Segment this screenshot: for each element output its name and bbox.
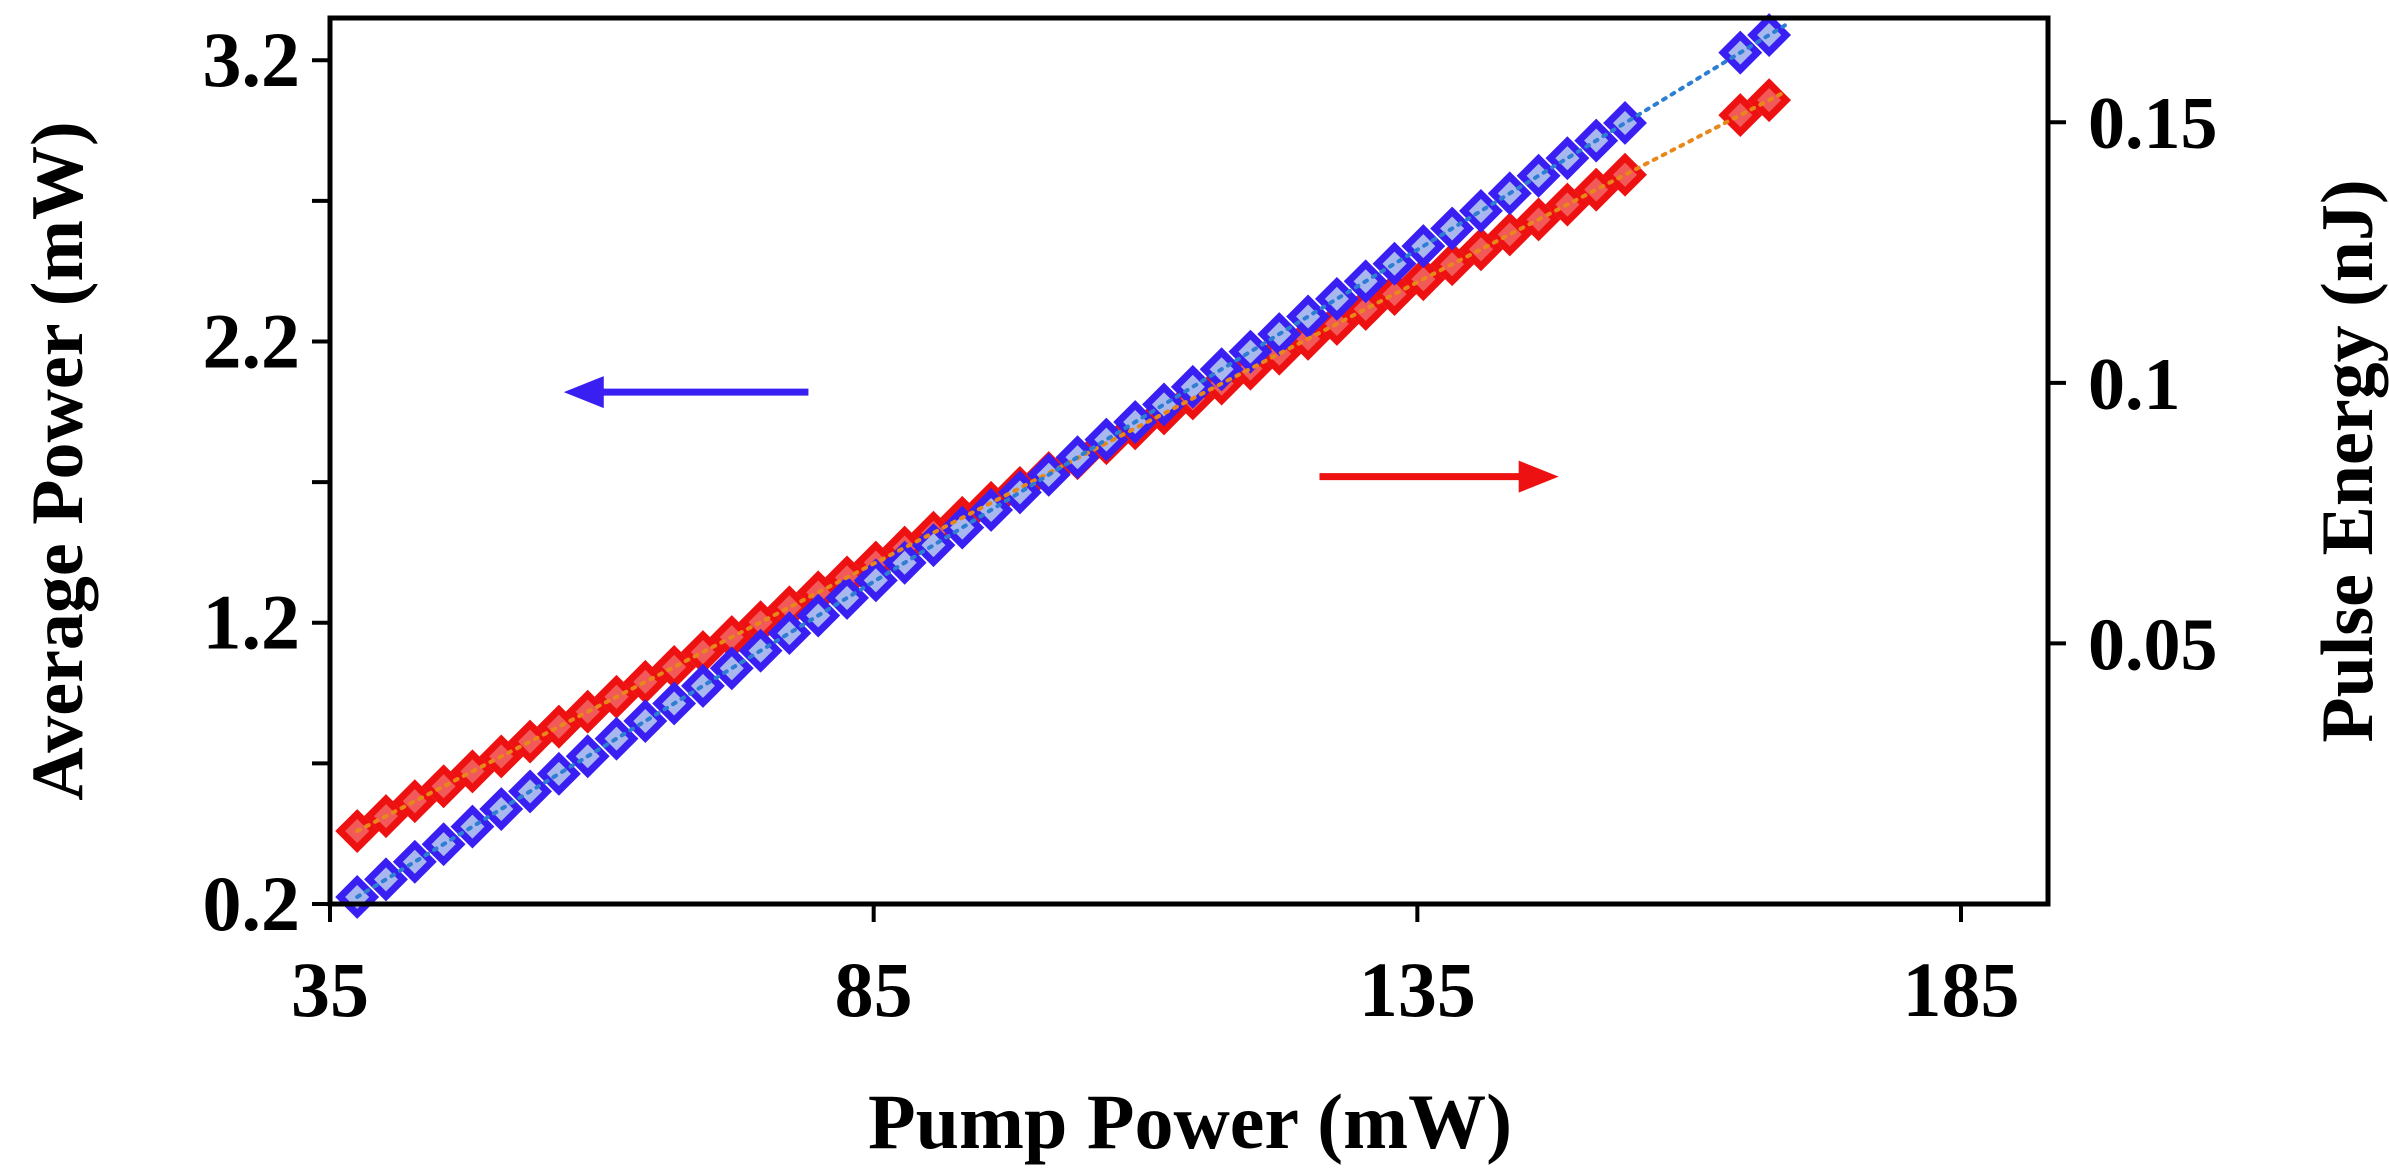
x-tick-label: 85 [835,946,913,1033]
trendline [355,23,1787,899]
y-right-ticks: 0.05 0.1 0.15 [2048,83,2218,686]
y-left-ticks: 0.2 1.2 2.2 3.2 [203,16,330,947]
y-right-tick-label: 0.05 [2088,604,2218,686]
data-point [1574,167,1619,212]
arrow-head [563,376,604,409]
plot-area-frame [327,15,2051,907]
x-tick-label: 35 [291,946,369,1033]
y-left-tick-label: 3.2 [203,16,301,103]
data-point [623,699,668,744]
y-left-axis-label: Average Power (mW) [17,121,99,800]
y-right-tick-label: 0.15 [2088,83,2218,165]
arrow-head [1518,460,1559,493]
left-axis-arrow [563,376,809,409]
plot-marks [335,13,1792,919]
data-point [1459,188,1503,233]
data-point [1142,382,1186,427]
x-ticks: 35 85 135 185 [291,904,2020,1033]
x-tick-label: 135 [1359,946,1476,1033]
data-point [681,663,725,708]
y-right-tick-label: 0.1 [2088,344,2181,426]
y-right-axis-label: Pulse Energy (nJ) [2307,179,2389,742]
data-point [1372,241,1417,286]
y-left-tick-label: 0.2 [203,860,301,947]
y-left-tick-label: 2.2 [203,297,301,384]
right-axis-arrow [1319,460,1559,493]
trendline [355,89,1787,834]
y-left-tick-label: 1.2 [203,579,301,666]
x-tick-label: 185 [1903,946,2020,1033]
data-point [450,804,495,849]
x-axis-label: Pump Power (mW) [868,1078,1512,1165]
data-point [1603,101,1647,145]
